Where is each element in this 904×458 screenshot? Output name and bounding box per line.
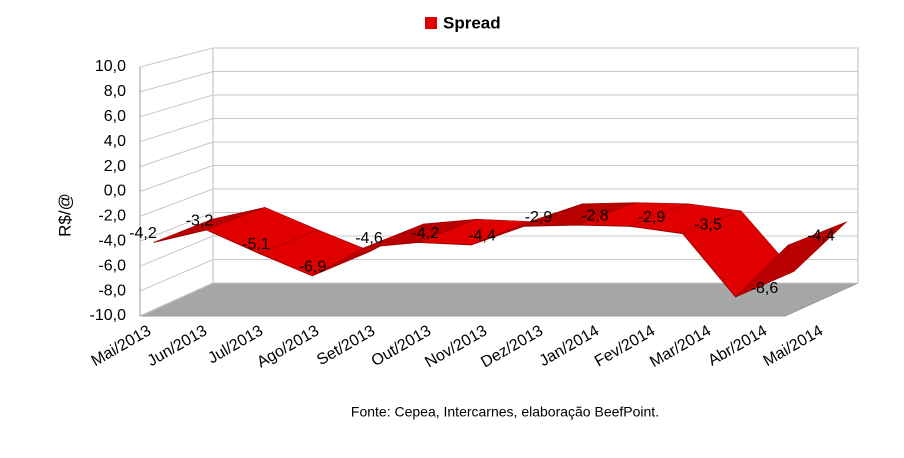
grid-line	[139, 188, 214, 217]
value-label: -5,1	[242, 236, 270, 253]
y-tick-label: -4,0	[98, 233, 126, 250]
value-label: -4,4	[468, 227, 496, 244]
ribbon-edge	[153, 224, 790, 298]
value-label: -4,6	[355, 230, 383, 247]
x-tick-label: Jun/2013	[145, 322, 211, 370]
value-label: -2,8	[581, 208, 609, 225]
y-tick-label: 10,0	[95, 58, 126, 75]
value-label: -2,9	[638, 209, 666, 226]
x-tick-label: Mai/2014	[761, 322, 827, 370]
grid-line	[139, 47, 214, 68]
x-tick-label: Ago/2013	[254, 322, 322, 371]
y-tick-label: 8,0	[104, 83, 126, 100]
value-label: -3,5	[694, 216, 722, 233]
legend-label: Spread	[443, 13, 501, 32]
y-tick-label: 0,0	[104, 183, 126, 200]
x-tick-label: Fev/2014	[592, 322, 658, 370]
grid-line	[139, 94, 214, 118]
value-label: -3,2	[186, 213, 214, 230]
grid-line	[139, 212, 214, 242]
legend-swatch	[425, 17, 437, 29]
y-tick-label: -8,0	[98, 282, 126, 299]
y-tick-label: -2,0	[98, 208, 126, 225]
value-label: -4,2	[412, 225, 440, 242]
source-note: Fonte: Cepea, Intercarnes, elaboração Be…	[351, 404, 659, 420]
grid-line	[139, 165, 214, 192]
y-axis-label: R$/@	[55, 193, 74, 237]
grid-line	[139, 118, 214, 143]
x-tick-label: Jan/2014	[537, 322, 603, 370]
x-tick-label: Mar/2014	[647, 322, 714, 371]
value-label: -4,4	[807, 227, 835, 244]
value-label: -4,2	[129, 225, 157, 242]
grid-line	[139, 71, 214, 93]
value-label: -8,6	[751, 280, 779, 297]
grid-line	[139, 259, 214, 292]
x-tick-label: Nov/2013	[422, 322, 490, 371]
x-tick-label: Dez/2013	[478, 322, 546, 371]
y-tick-label: 2,0	[104, 158, 126, 175]
y-tick-label: -6,0	[98, 257, 126, 274]
y-tick-label: -10,0	[90, 307, 127, 324]
y-tick-label: 6,0	[104, 108, 126, 125]
y-tick-label: 4,0	[104, 133, 126, 150]
grid-line	[139, 235, 214, 267]
x-tick-label: Set/2013	[314, 322, 378, 369]
x-tick-label: Mai/2013	[89, 322, 155, 370]
grid-line	[139, 282, 214, 317]
grid-line	[139, 141, 214, 168]
value-label: -2,9	[525, 209, 553, 226]
value-label: -6,9	[299, 259, 327, 276]
x-tick-label: Out/2013	[369, 322, 435, 370]
x-tick-label: Abr/2014	[705, 322, 770, 369]
